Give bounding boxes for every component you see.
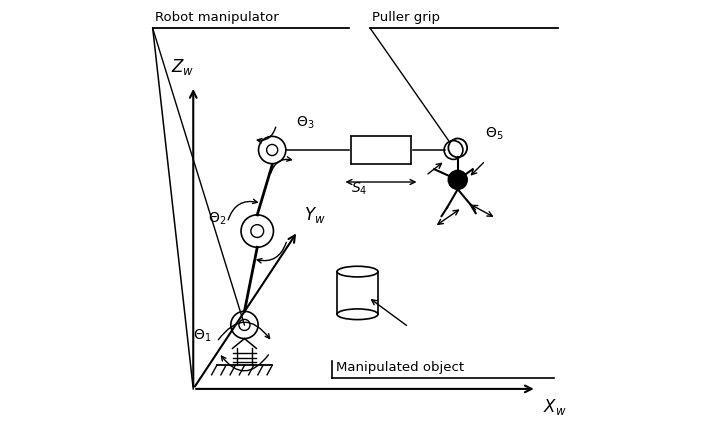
Bar [351, 136, 411, 164]
Text: Robot manipulator: Robot manipulator [155, 11, 279, 24]
Text: Manipulated object: Manipulated object [336, 361, 464, 374]
Text: $Z_w$: $Z_w$ [171, 57, 194, 77]
Text: $S_4$: $S_4$ [351, 181, 368, 197]
Text: $\Theta_5$: $\Theta_5$ [485, 125, 504, 142]
Text: $X_w$: $X_w$ [543, 398, 567, 417]
Text: $\Theta_3$: $\Theta_3$ [295, 115, 314, 131]
Text: $\Theta_2$: $\Theta_2$ [207, 211, 226, 227]
Ellipse shape [337, 309, 378, 320]
Text: Puller grip: Puller grip [373, 11, 440, 24]
Ellipse shape [337, 266, 378, 277]
Circle shape [448, 170, 467, 189]
Text: $\Theta_1$: $\Theta_1$ [192, 328, 211, 344]
Text: $Y_w$: $Y_w$ [304, 205, 326, 225]
